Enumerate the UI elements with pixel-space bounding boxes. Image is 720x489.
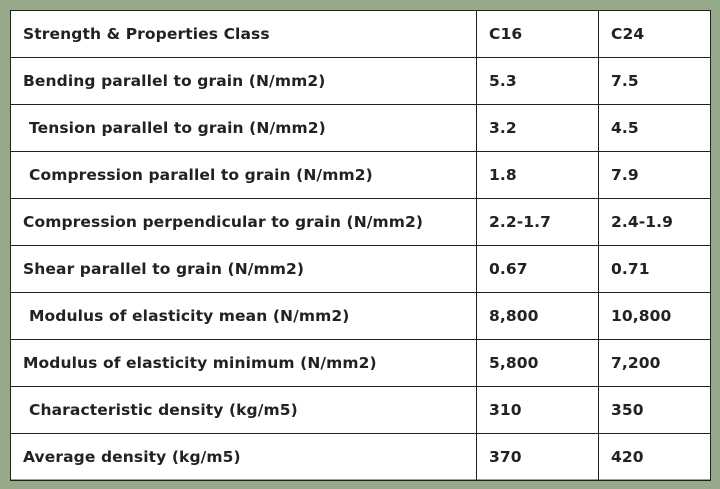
c24-value-cell: 10,800 (598, 292, 711, 340)
c24-value-cell: 350 (598, 386, 711, 434)
property-cell: Shear parallel to grain (N/mm2) (10, 245, 477, 293)
c24-value-cell: 2.4-1.9 (598, 198, 711, 246)
table-row: Bending parallel to grain (N/mm2) 5.3 7.… (10, 57, 711, 105)
c16-value-cell: 2.2-1.7 (476, 198, 599, 246)
table-row: Average density (kg/m5) 370 420 (10, 433, 711, 481)
c16-value-cell: 8,800 (476, 292, 599, 340)
c24-value-cell: 7.5 (598, 57, 711, 105)
property-cell: Compression perpendicular to grain (N/mm… (10, 198, 477, 246)
c16-value-cell: 370 (476, 433, 599, 481)
property-cell: Compression parallel to grain (N/mm2) (10, 151, 477, 199)
c16-value-cell: 0.67 (476, 245, 599, 293)
table-row: Characteristic density (kg/m5) 310 350 (10, 386, 711, 434)
c24-value-cell: 420 (598, 433, 711, 481)
c24-value-cell: 4.5 (598, 104, 711, 152)
c16-value-cell: 1.8 (476, 151, 599, 199)
table-row: Shear parallel to grain (N/mm2) 0.67 0.7… (10, 245, 711, 293)
table-row: Compression parallel to grain (N/mm2) 1.… (10, 151, 711, 199)
table-row: Tension parallel to grain (N/mm2) 3.2 4.… (10, 104, 711, 152)
header-property-class: Strength & Properties Class (10, 10, 477, 58)
property-cell: Modulus of elasticity mean (N/mm2) (10, 292, 477, 340)
property-cell: Tension parallel to grain (N/mm2) (10, 104, 477, 152)
table-row: Modulus of elasticity minimum (N/mm2) 5,… (10, 339, 711, 387)
c24-value-cell: 7,200 (598, 339, 711, 387)
property-cell: Bending parallel to grain (N/mm2) (10, 57, 477, 105)
header-c24: C24 (598, 10, 711, 58)
c16-value-cell: 310 (476, 386, 599, 434)
header-c16: C16 (476, 10, 599, 58)
c24-value-cell: 0.71 (598, 245, 711, 293)
c16-value-cell: 5,800 (476, 339, 599, 387)
table-row: Modulus of elasticity mean (N/mm2) 8,800… (10, 292, 711, 340)
property-cell: Average density (kg/m5) (10, 433, 477, 481)
properties-table-container: Strength & Properties Class C16 C24 Bend… (10, 10, 711, 481)
table-header-row: Strength & Properties Class C16 C24 (10, 10, 711, 58)
c16-value-cell: 5.3 (476, 57, 599, 105)
timber-strength-table: Strength & Properties Class C16 C24 Bend… (10, 10, 711, 481)
property-cell: Characteristic density (kg/m5) (10, 386, 477, 434)
c24-value-cell: 7.9 (598, 151, 711, 199)
table-row: Compression perpendicular to grain (N/mm… (10, 198, 711, 246)
c16-value-cell: 3.2 (476, 104, 599, 152)
property-cell: Modulus of elasticity minimum (N/mm2) (10, 339, 477, 387)
